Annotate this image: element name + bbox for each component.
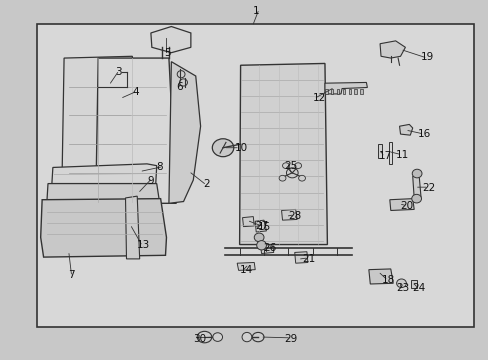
Text: 19: 19	[420, 52, 433, 62]
Polygon shape	[281, 210, 297, 220]
Bar	[388, 142, 392, 164]
Ellipse shape	[411, 169, 421, 178]
Ellipse shape	[396, 279, 406, 288]
Text: 11: 11	[395, 150, 408, 160]
Ellipse shape	[256, 240, 266, 250]
Polygon shape	[260, 244, 273, 253]
Text: 20: 20	[400, 201, 413, 211]
Ellipse shape	[254, 233, 264, 242]
Bar	[336, 89, 339, 94]
Text: 5: 5	[163, 48, 170, 58]
Polygon shape	[168, 62, 200, 203]
Text: 15: 15	[257, 222, 270, 231]
Polygon shape	[389, 199, 413, 211]
Ellipse shape	[212, 333, 222, 341]
Text: 17: 17	[378, 150, 391, 161]
Polygon shape	[237, 262, 255, 270]
Polygon shape	[399, 125, 412, 135]
Ellipse shape	[177, 71, 184, 78]
Polygon shape	[125, 196, 140, 259]
Polygon shape	[368, 269, 392, 284]
Polygon shape	[61, 56, 140, 202]
Text: 16: 16	[417, 129, 430, 139]
Polygon shape	[41, 199, 166, 257]
Bar	[410, 280, 416, 288]
Text: 23: 23	[396, 283, 409, 293]
Polygon shape	[379, 41, 405, 58]
Text: 26: 26	[263, 243, 276, 253]
Bar	[342, 89, 345, 94]
Polygon shape	[242, 217, 254, 226]
Bar	[330, 89, 333, 94]
Text: 30: 30	[193, 333, 206, 343]
Text: 22: 22	[422, 183, 435, 193]
Text: 14: 14	[239, 265, 252, 275]
Bar	[325, 89, 327, 94]
Text: 2: 2	[203, 179, 209, 189]
Polygon shape	[47, 184, 159, 200]
Ellipse shape	[197, 331, 211, 343]
Text: 13: 13	[137, 239, 150, 249]
Bar	[37, 24, 473, 327]
Ellipse shape	[242, 332, 251, 342]
Ellipse shape	[179, 79, 187, 86]
Text: 3: 3	[115, 67, 122, 77]
Text: 25: 25	[284, 161, 297, 171]
Polygon shape	[294, 252, 307, 263]
Text: 27: 27	[255, 221, 268, 231]
Text: 8: 8	[157, 162, 163, 172]
Text: 29: 29	[284, 333, 297, 343]
Ellipse shape	[411, 194, 421, 203]
Text: 28: 28	[288, 211, 301, 221]
Polygon shape	[239, 63, 327, 244]
Bar	[360, 89, 362, 94]
Ellipse shape	[286, 168, 298, 178]
Ellipse shape	[252, 332, 264, 342]
Polygon shape	[255, 220, 266, 232]
Ellipse shape	[294, 163, 301, 168]
Bar	[377, 144, 382, 158]
Text: 21: 21	[302, 254, 315, 264]
Polygon shape	[412, 175, 420, 198]
Text: 1: 1	[253, 6, 259, 17]
Bar	[348, 89, 350, 94]
Text: 4: 4	[132, 87, 139, 97]
Ellipse shape	[298, 175, 305, 181]
Polygon shape	[151, 27, 190, 53]
Text: 6: 6	[176, 82, 183, 93]
Text: 12: 12	[312, 93, 325, 103]
Text: 7: 7	[68, 270, 75, 280]
Ellipse shape	[279, 175, 285, 181]
Text: 24: 24	[412, 283, 425, 293]
Bar	[354, 89, 356, 94]
Ellipse shape	[212, 139, 233, 157]
Text: 10: 10	[234, 143, 247, 153]
Polygon shape	[96, 58, 176, 203]
Text: 18: 18	[381, 275, 394, 285]
Text: 9: 9	[147, 176, 153, 186]
Polygon shape	[52, 164, 157, 184]
Polygon shape	[325, 82, 366, 94]
Ellipse shape	[282, 163, 289, 168]
